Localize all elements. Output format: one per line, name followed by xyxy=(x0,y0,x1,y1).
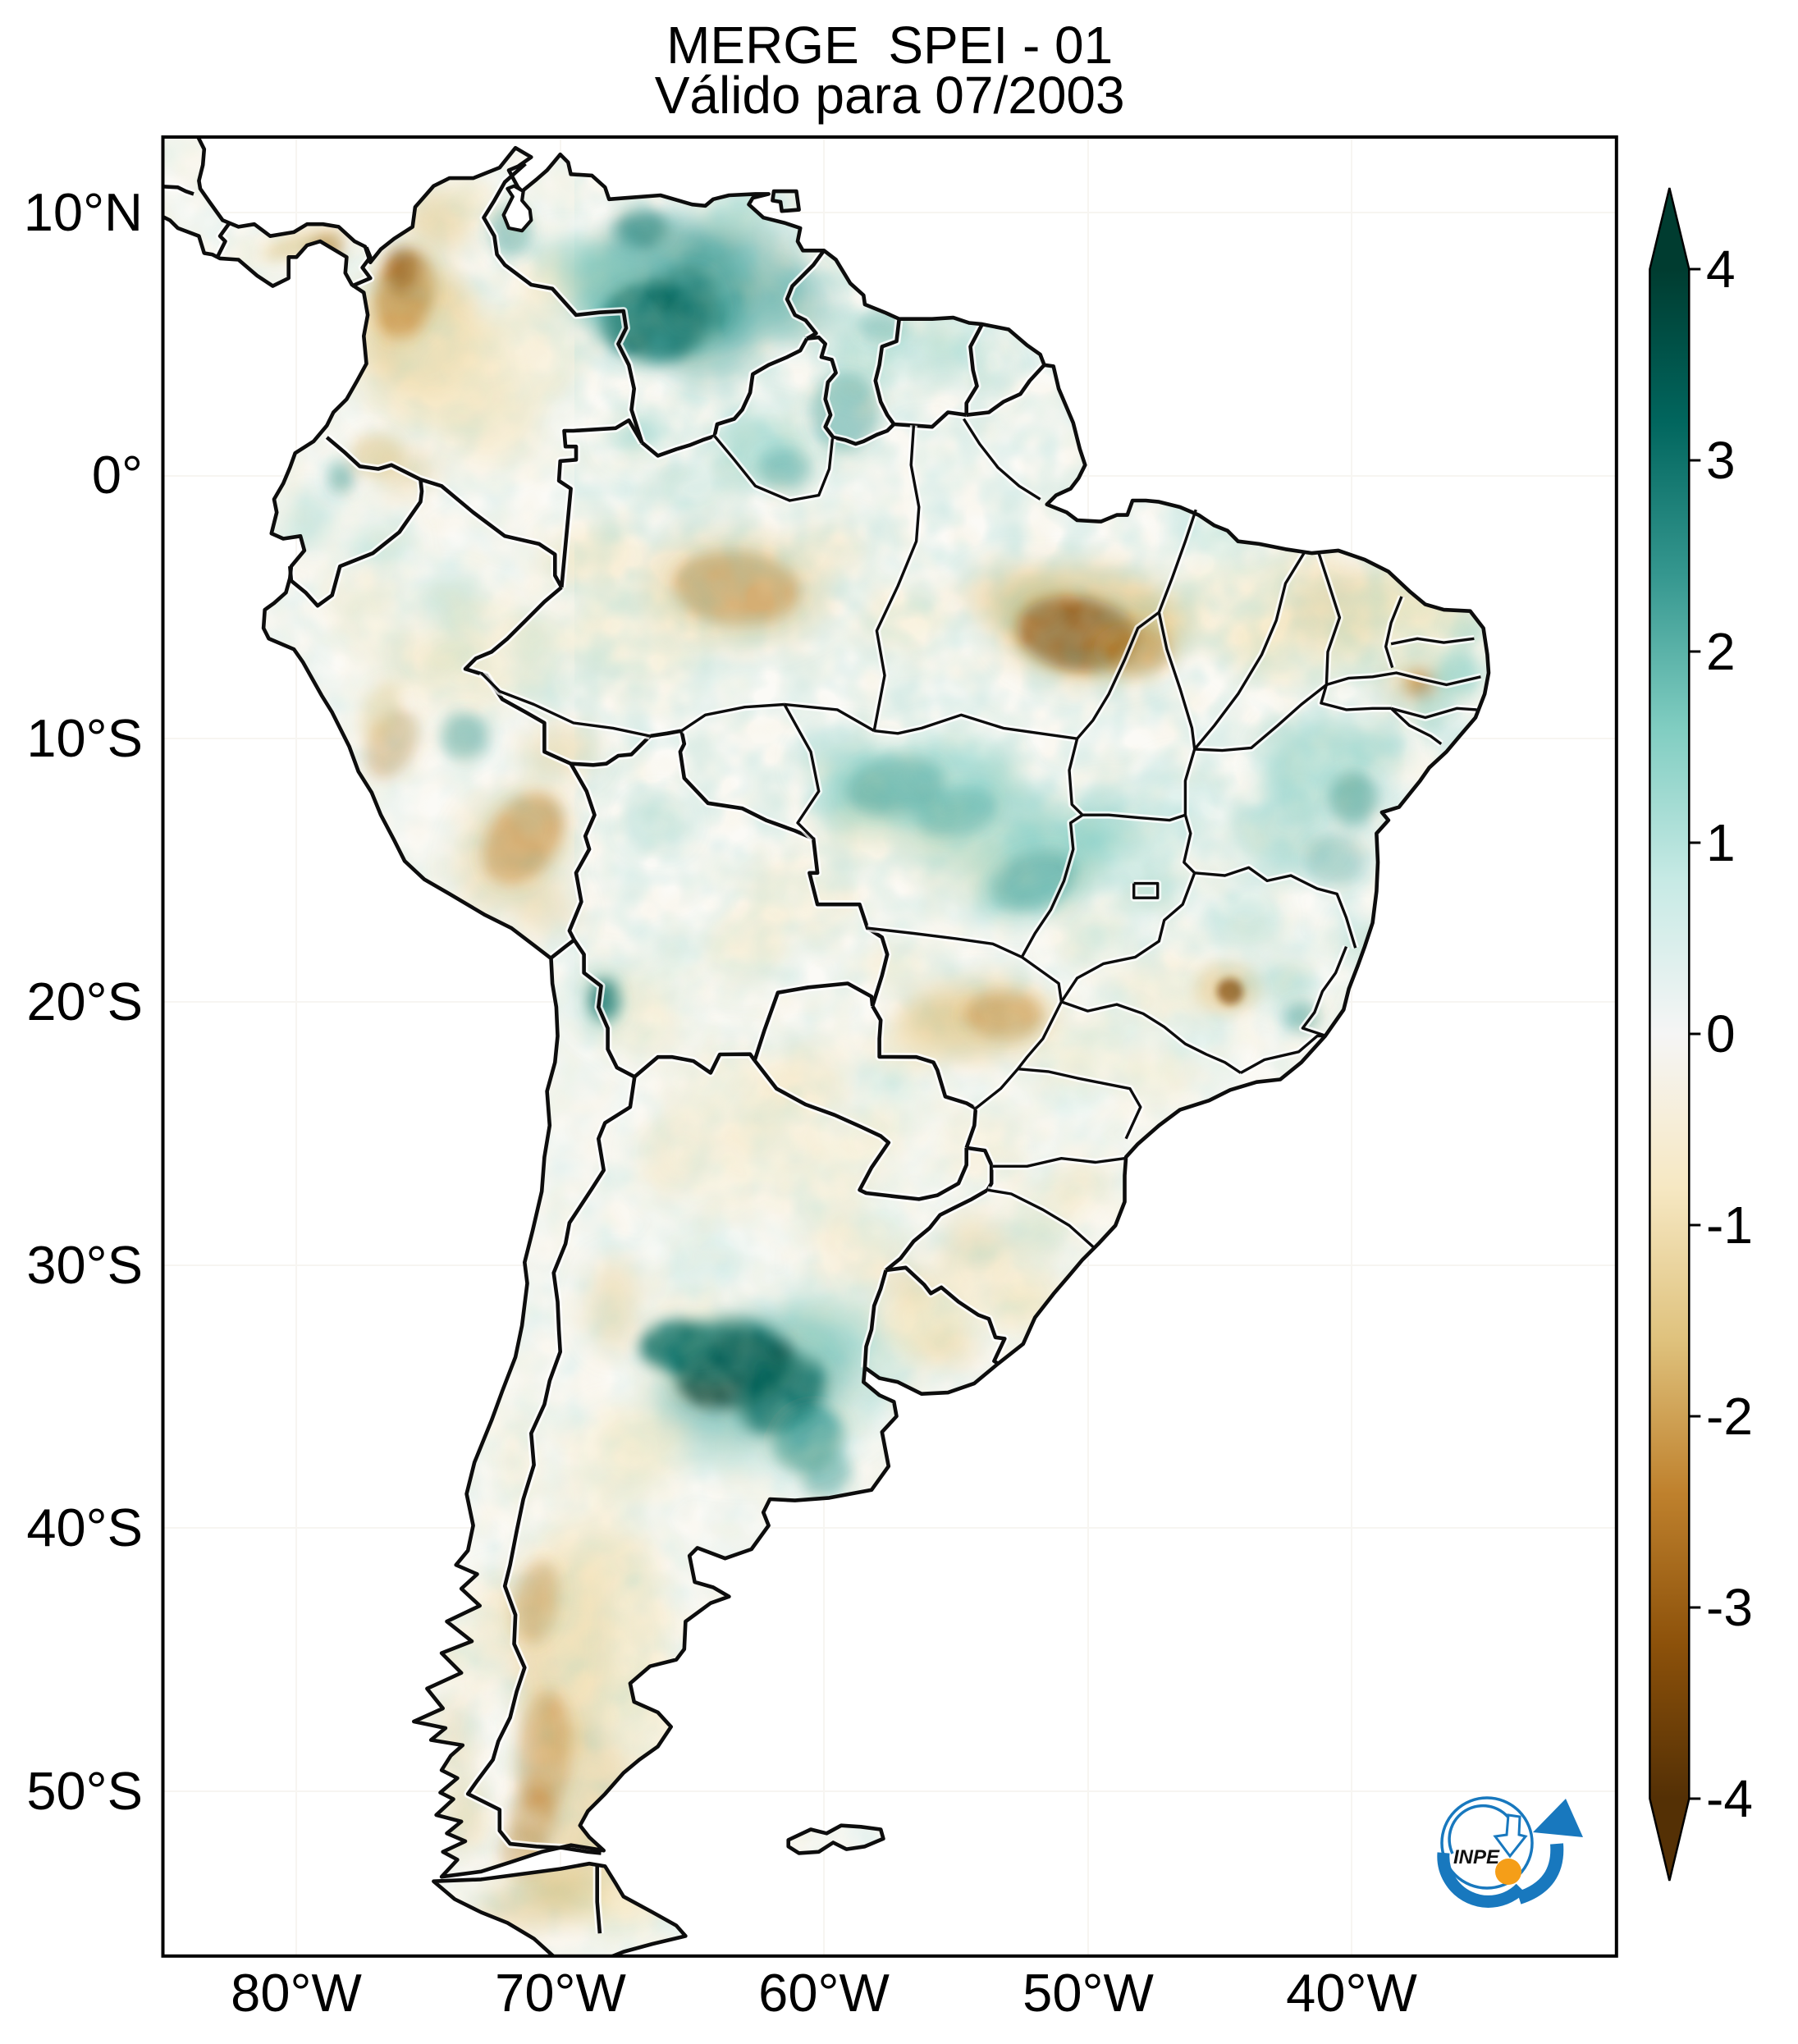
svg-text:INPE: INPE xyxy=(1453,1846,1500,1868)
